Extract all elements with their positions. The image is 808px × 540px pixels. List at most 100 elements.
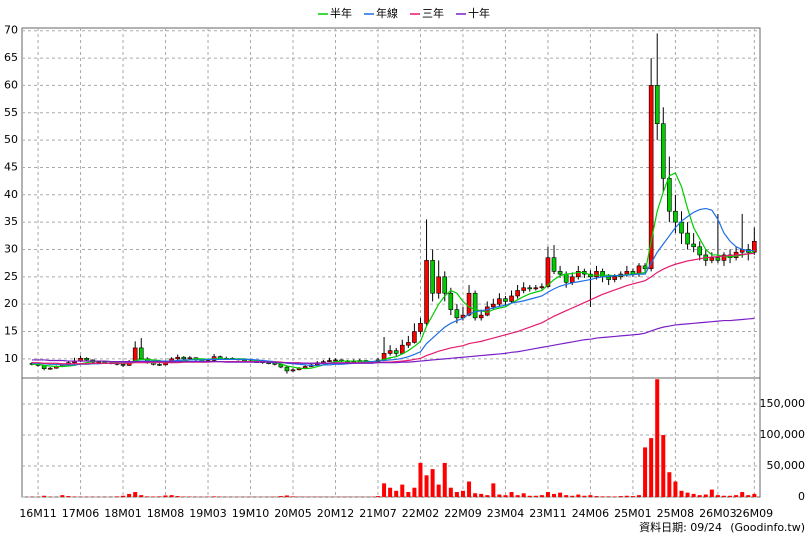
candle-body: [667, 178, 672, 212]
candle-body: [697, 246, 703, 256]
y2-tick-label: 0: [798, 490, 805, 503]
candle-body: [321, 361, 326, 363]
legend-label: 十年: [468, 6, 490, 20]
volume-bar: [564, 495, 569, 497]
candle-body: [752, 240, 757, 253]
volume-bar: [412, 487, 417, 497]
price-panel: [21, 27, 761, 379]
volume-bar: [121, 495, 126, 497]
volume-bar: [430, 469, 435, 497]
x-tick-label: 19M03: [189, 507, 227, 520]
candle-body: [575, 271, 581, 278]
legend-label: 半年: [330, 6, 352, 20]
volume-bar: [661, 435, 666, 497]
volume-bar: [552, 493, 557, 497]
candle-body: [393, 350, 399, 354]
volume-bar: [643, 447, 648, 497]
x-tick-label: 19M10: [232, 507, 270, 520]
volume-bar: [454, 492, 459, 497]
volume-bar: [649, 438, 654, 497]
candle-body: [600, 271, 605, 278]
volume-bar: [582, 495, 587, 497]
volume-bar: [740, 492, 745, 497]
x-tick-label: 18M01: [104, 507, 142, 520]
candle-body: [691, 243, 696, 248]
candle-body: [606, 276, 611, 280]
candle-body: [454, 309, 460, 319]
candle-body: [472, 292, 478, 319]
candle-body: [399, 344, 405, 354]
candle-body: [187, 357, 193, 360]
volume-bar: [114, 496, 119, 497]
volume-bar: [521, 493, 526, 497]
volume-bar: [752, 493, 757, 497]
y2-tick-label: 150,000: [760, 397, 806, 410]
y-tick-label: 40: [4, 188, 18, 201]
volume-bar: [685, 492, 690, 497]
volume-bar: [570, 495, 575, 497]
volume-bar: [697, 495, 702, 497]
candle-body: [521, 287, 526, 291]
x-tick-label: 16M11: [19, 507, 57, 520]
y-tick-label: 45: [4, 160, 18, 173]
volume-bar: [145, 496, 150, 497]
footer-date: 資料日期: 09/24: [639, 520, 722, 534]
y-tick-label: 25: [4, 270, 18, 283]
candle-body: [660, 123, 666, 179]
legend-label: 年線: [376, 6, 398, 20]
footer-source: (Goodinfo.tw): [730, 521, 805, 534]
volume-bar: [394, 490, 399, 497]
y-tick-label: 50: [4, 133, 18, 146]
candle-body: [497, 298, 502, 305]
volume-bar: [375, 496, 380, 497]
y-tick-label: 20: [4, 297, 18, 310]
volume-bar: [400, 484, 405, 497]
candle-body: [430, 260, 435, 294]
candle-body: [503, 298, 508, 302]
volume-bar: [485, 495, 490, 497]
volume-bar: [278, 496, 283, 497]
volume-bar: [175, 496, 180, 497]
candle-body: [412, 331, 417, 343]
y-tick-label: 70: [4, 24, 18, 37]
volume-bar: [533, 495, 538, 497]
volume-bar: [728, 495, 733, 497]
x-tick-label: 26M03: [699, 507, 737, 520]
candle-body: [569, 276, 575, 283]
volume-bar: [503, 495, 508, 497]
volume-bar: [673, 481, 678, 497]
candle-body: [612, 276, 618, 280]
candle-body: [290, 369, 296, 372]
volume-bar: [746, 495, 751, 497]
x-tick-label: 22M02: [402, 507, 440, 520]
volume-bar: [66, 496, 71, 497]
candle-body: [654, 85, 660, 125]
volume-bar: [388, 487, 393, 497]
x-tick-label: 18M08: [147, 507, 185, 520]
x-tick-label: 20M05: [274, 507, 312, 520]
x-tick-label: 24M06: [572, 507, 610, 520]
volume-bar: [133, 492, 138, 497]
candle-body: [539, 286, 545, 289]
candle-body: [181, 356, 187, 360]
volume-bar: [594, 496, 599, 497]
candle-body: [685, 232, 690, 245]
x-tick-label: 25M08: [657, 507, 695, 520]
x-tick-label: 22M09: [444, 507, 482, 520]
y-tick-label: 15: [4, 325, 18, 338]
volume-bar: [212, 496, 217, 497]
candle-body: [436, 276, 441, 294]
volume-bar: [42, 495, 47, 497]
candle-body: [484, 306, 490, 316]
volume-bar: [163, 495, 168, 497]
y-tick-label: 60: [4, 78, 18, 91]
candle-body: [594, 271, 599, 278]
volume-bar: [527, 495, 532, 497]
grid: [22, 28, 760, 498]
candle-body: [679, 221, 684, 234]
candle-body: [478, 314, 484, 319]
candle-body: [175, 356, 180, 360]
volume-bar: [382, 483, 387, 497]
volume-bar: [667, 472, 672, 497]
